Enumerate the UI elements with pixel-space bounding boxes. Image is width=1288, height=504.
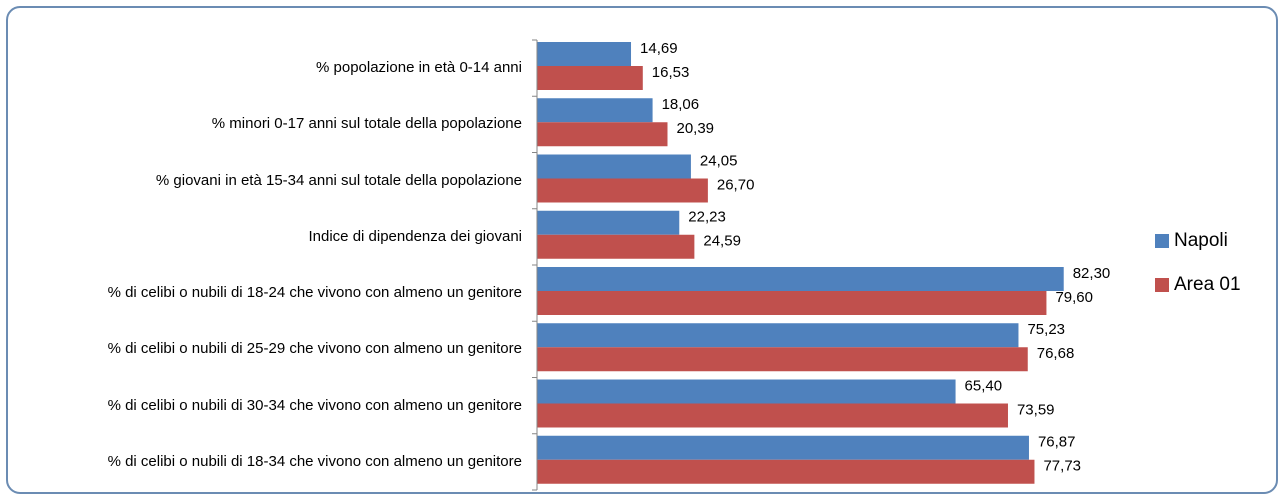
bar [537,42,632,66]
legend-swatch [1155,234,1169,248]
legend-swatch [1155,278,1169,292]
bar [537,435,1029,460]
data-label: 24,59 [703,233,741,250]
data-label: 73,59 [1017,401,1055,418]
y-tick-label: % di celibi o nubili di 18-24 che vivono… [107,284,522,302]
data-label: 18,06 [662,96,700,113]
y-tick-label: % di celibi o nubili di 25-29 che vivono… [107,340,522,358]
bar [537,234,695,259]
bar [537,267,1064,291]
legend-label: Napoli [1174,230,1228,251]
data-label: 22,23 [688,209,726,226]
legend-label: Area 01 [1174,274,1241,295]
chart-border [6,6,1278,494]
y-tick-label: Indice di dipendenza dei giovani [308,227,523,245]
data-label: 75,23 [1027,321,1065,338]
bar [537,154,691,179]
data-label: 79,60 [1055,289,1093,306]
y-tick-label: % minori 0-17 anni sul totale della popo… [211,115,522,133]
y-tick-label: % popolazione in età 0-14 anni [316,59,522,77]
data-label: 76,87 [1038,434,1076,451]
data-label: 76,68 [1037,345,1075,362]
y-tick-label: % giovani in età 15-34 anni sul totale d… [155,171,522,189]
data-label: 20,39 [676,120,714,137]
bar [537,379,956,404]
bar [537,66,643,90]
bar [537,178,708,203]
y-tick-label: % di celibi o nubili di 18-34 che vivono… [107,452,522,470]
bar [537,291,1047,315]
data-label: 82,30 [1073,265,1111,282]
bar [537,403,1008,428]
data-label: 16,53 [652,64,690,81]
bar [537,98,653,123]
bar [537,122,668,147]
data-label: 77,73 [1043,458,1081,475]
y-tick-label: % di celibi o nubili di 30-34 che vivono… [107,396,522,414]
bar [537,210,680,235]
bar [537,323,1019,348]
data-label: 14,69 [640,40,678,57]
data-label: 65,40 [965,377,1003,394]
data-label: 26,70 [717,176,755,193]
data-label: 24,05 [700,152,738,169]
bar [537,459,1035,484]
bar [537,347,1028,372]
